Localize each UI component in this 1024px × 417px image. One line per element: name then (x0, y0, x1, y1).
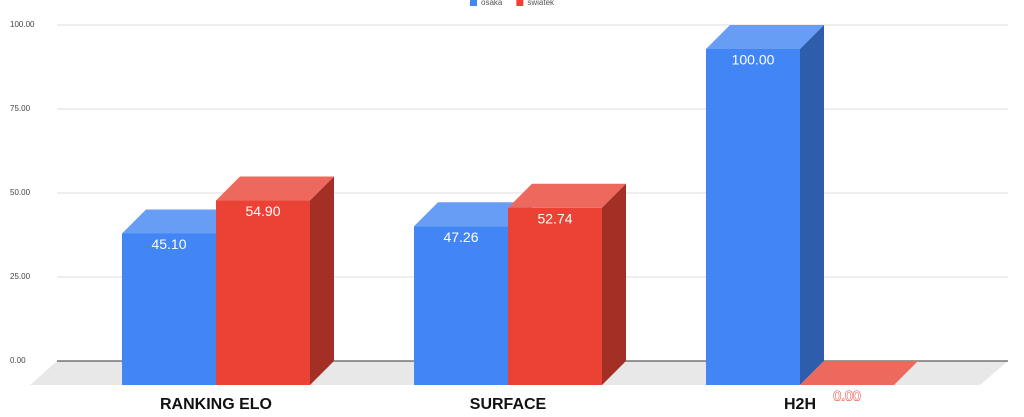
bar-side (602, 183, 626, 385)
bar-top (414, 202, 532, 227)
bar-top (508, 183, 626, 208)
x-tick-label: RANKING ELO (160, 396, 272, 413)
bar-side (800, 25, 824, 385)
value-label: 45.10 (151, 236, 186, 252)
bar (122, 233, 216, 385)
y-tick-label: 75.00 (10, 104, 31, 113)
value-label: 47.26 (443, 229, 478, 245)
y-tick-label: 100.00 (10, 20, 35, 29)
bar (706, 49, 800, 385)
x-tick-label: H2H (784, 396, 816, 413)
bar-top (122, 209, 240, 234)
bar (508, 207, 602, 385)
y-tick-label: 0.00 (10, 356, 26, 365)
value-label: 100.00 (732, 52, 775, 68)
bar (414, 226, 508, 385)
legend-label: swiatek (527, 0, 555, 7)
x-tick-label: SURFACE (470, 396, 547, 413)
bar (216, 200, 310, 385)
value-label: 0.00 (833, 388, 860, 404)
bar-top (800, 361, 918, 385)
y-tick-label: 50.00 (10, 188, 31, 197)
bar-top (216, 176, 334, 201)
bar-side (310, 176, 334, 385)
value-label: 54.90 (245, 203, 280, 219)
legend-label: osaka (481, 0, 503, 7)
legend-swatch (516, 0, 524, 6)
bar-top (706, 25, 824, 49)
value-label: 52.74 (537, 210, 572, 226)
legend-swatch (470, 0, 477, 6)
y-tick-label: 25.00 (10, 272, 31, 281)
